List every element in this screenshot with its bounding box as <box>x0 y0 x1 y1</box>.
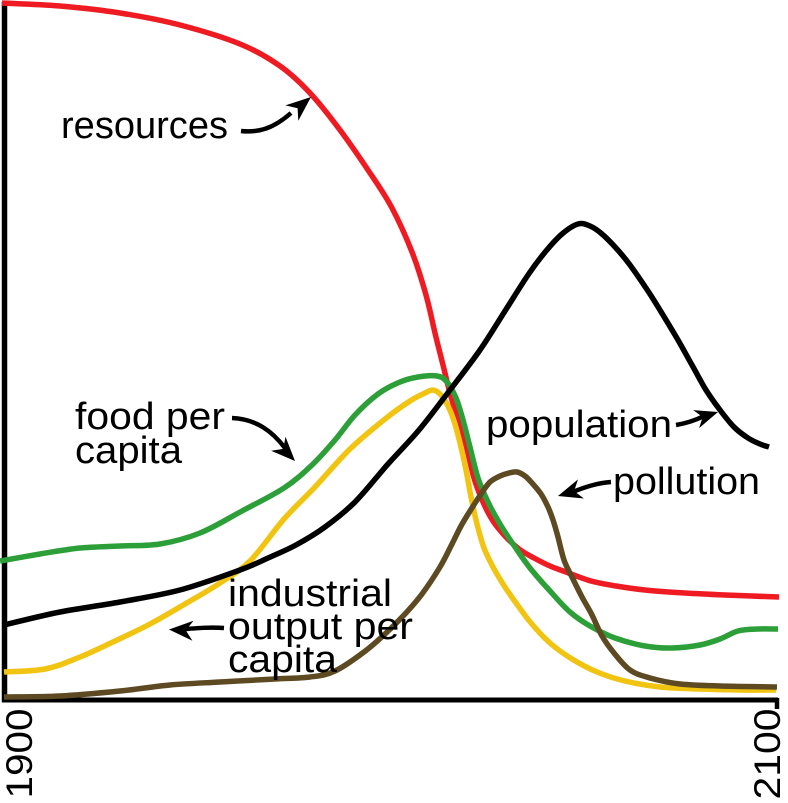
svg-text:resources: resources <box>61 105 228 147</box>
svg-text:industrial: industrial <box>228 573 392 615</box>
svg-text:pollution: pollution <box>613 461 760 503</box>
svg-text:capita: capita <box>75 430 183 472</box>
svg-text:population: population <box>486 404 672 446</box>
svg-text:1900: 1900 <box>0 709 40 799</box>
svg-text:2100: 2100 <box>747 709 788 800</box>
svg-text:capita: capita <box>228 639 338 681</box>
svg-text:food per: food per <box>75 396 225 438</box>
svg-text:output per: output per <box>228 606 413 648</box>
